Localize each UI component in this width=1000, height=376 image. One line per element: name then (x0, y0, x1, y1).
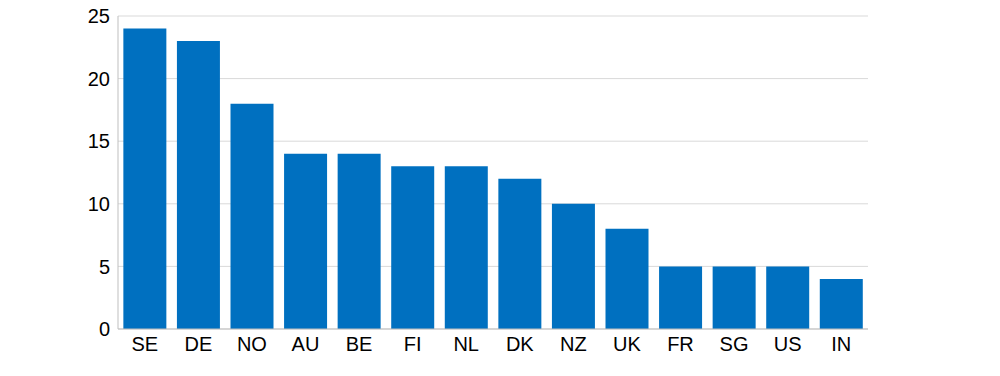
svg-text:UK: UK (613, 333, 641, 355)
svg-text:DK: DK (506, 333, 534, 355)
svg-text:SE: SE (131, 333, 158, 355)
svg-text:FR: FR (667, 333, 694, 355)
svg-text:US: US (774, 333, 802, 355)
svg-text:25: 25 (88, 5, 110, 27)
svg-text:20: 20 (88, 68, 110, 90)
svg-text:5: 5 (99, 256, 110, 278)
svg-text:BE: BE (346, 333, 373, 355)
svg-text:15: 15 (88, 130, 110, 152)
svg-text:0: 0 (99, 318, 110, 340)
svg-text:AU: AU (292, 333, 320, 355)
svg-text:FI: FI (404, 333, 422, 355)
svg-text:NL: NL (453, 333, 479, 355)
svg-text:DE: DE (184, 333, 212, 355)
svg-text:NZ: NZ (560, 333, 587, 355)
svg-text:IN: IN (831, 333, 851, 355)
svg-text:NO: NO (237, 333, 267, 355)
svg-text:SG: SG (720, 333, 749, 355)
svg-text:10: 10 (88, 193, 110, 215)
